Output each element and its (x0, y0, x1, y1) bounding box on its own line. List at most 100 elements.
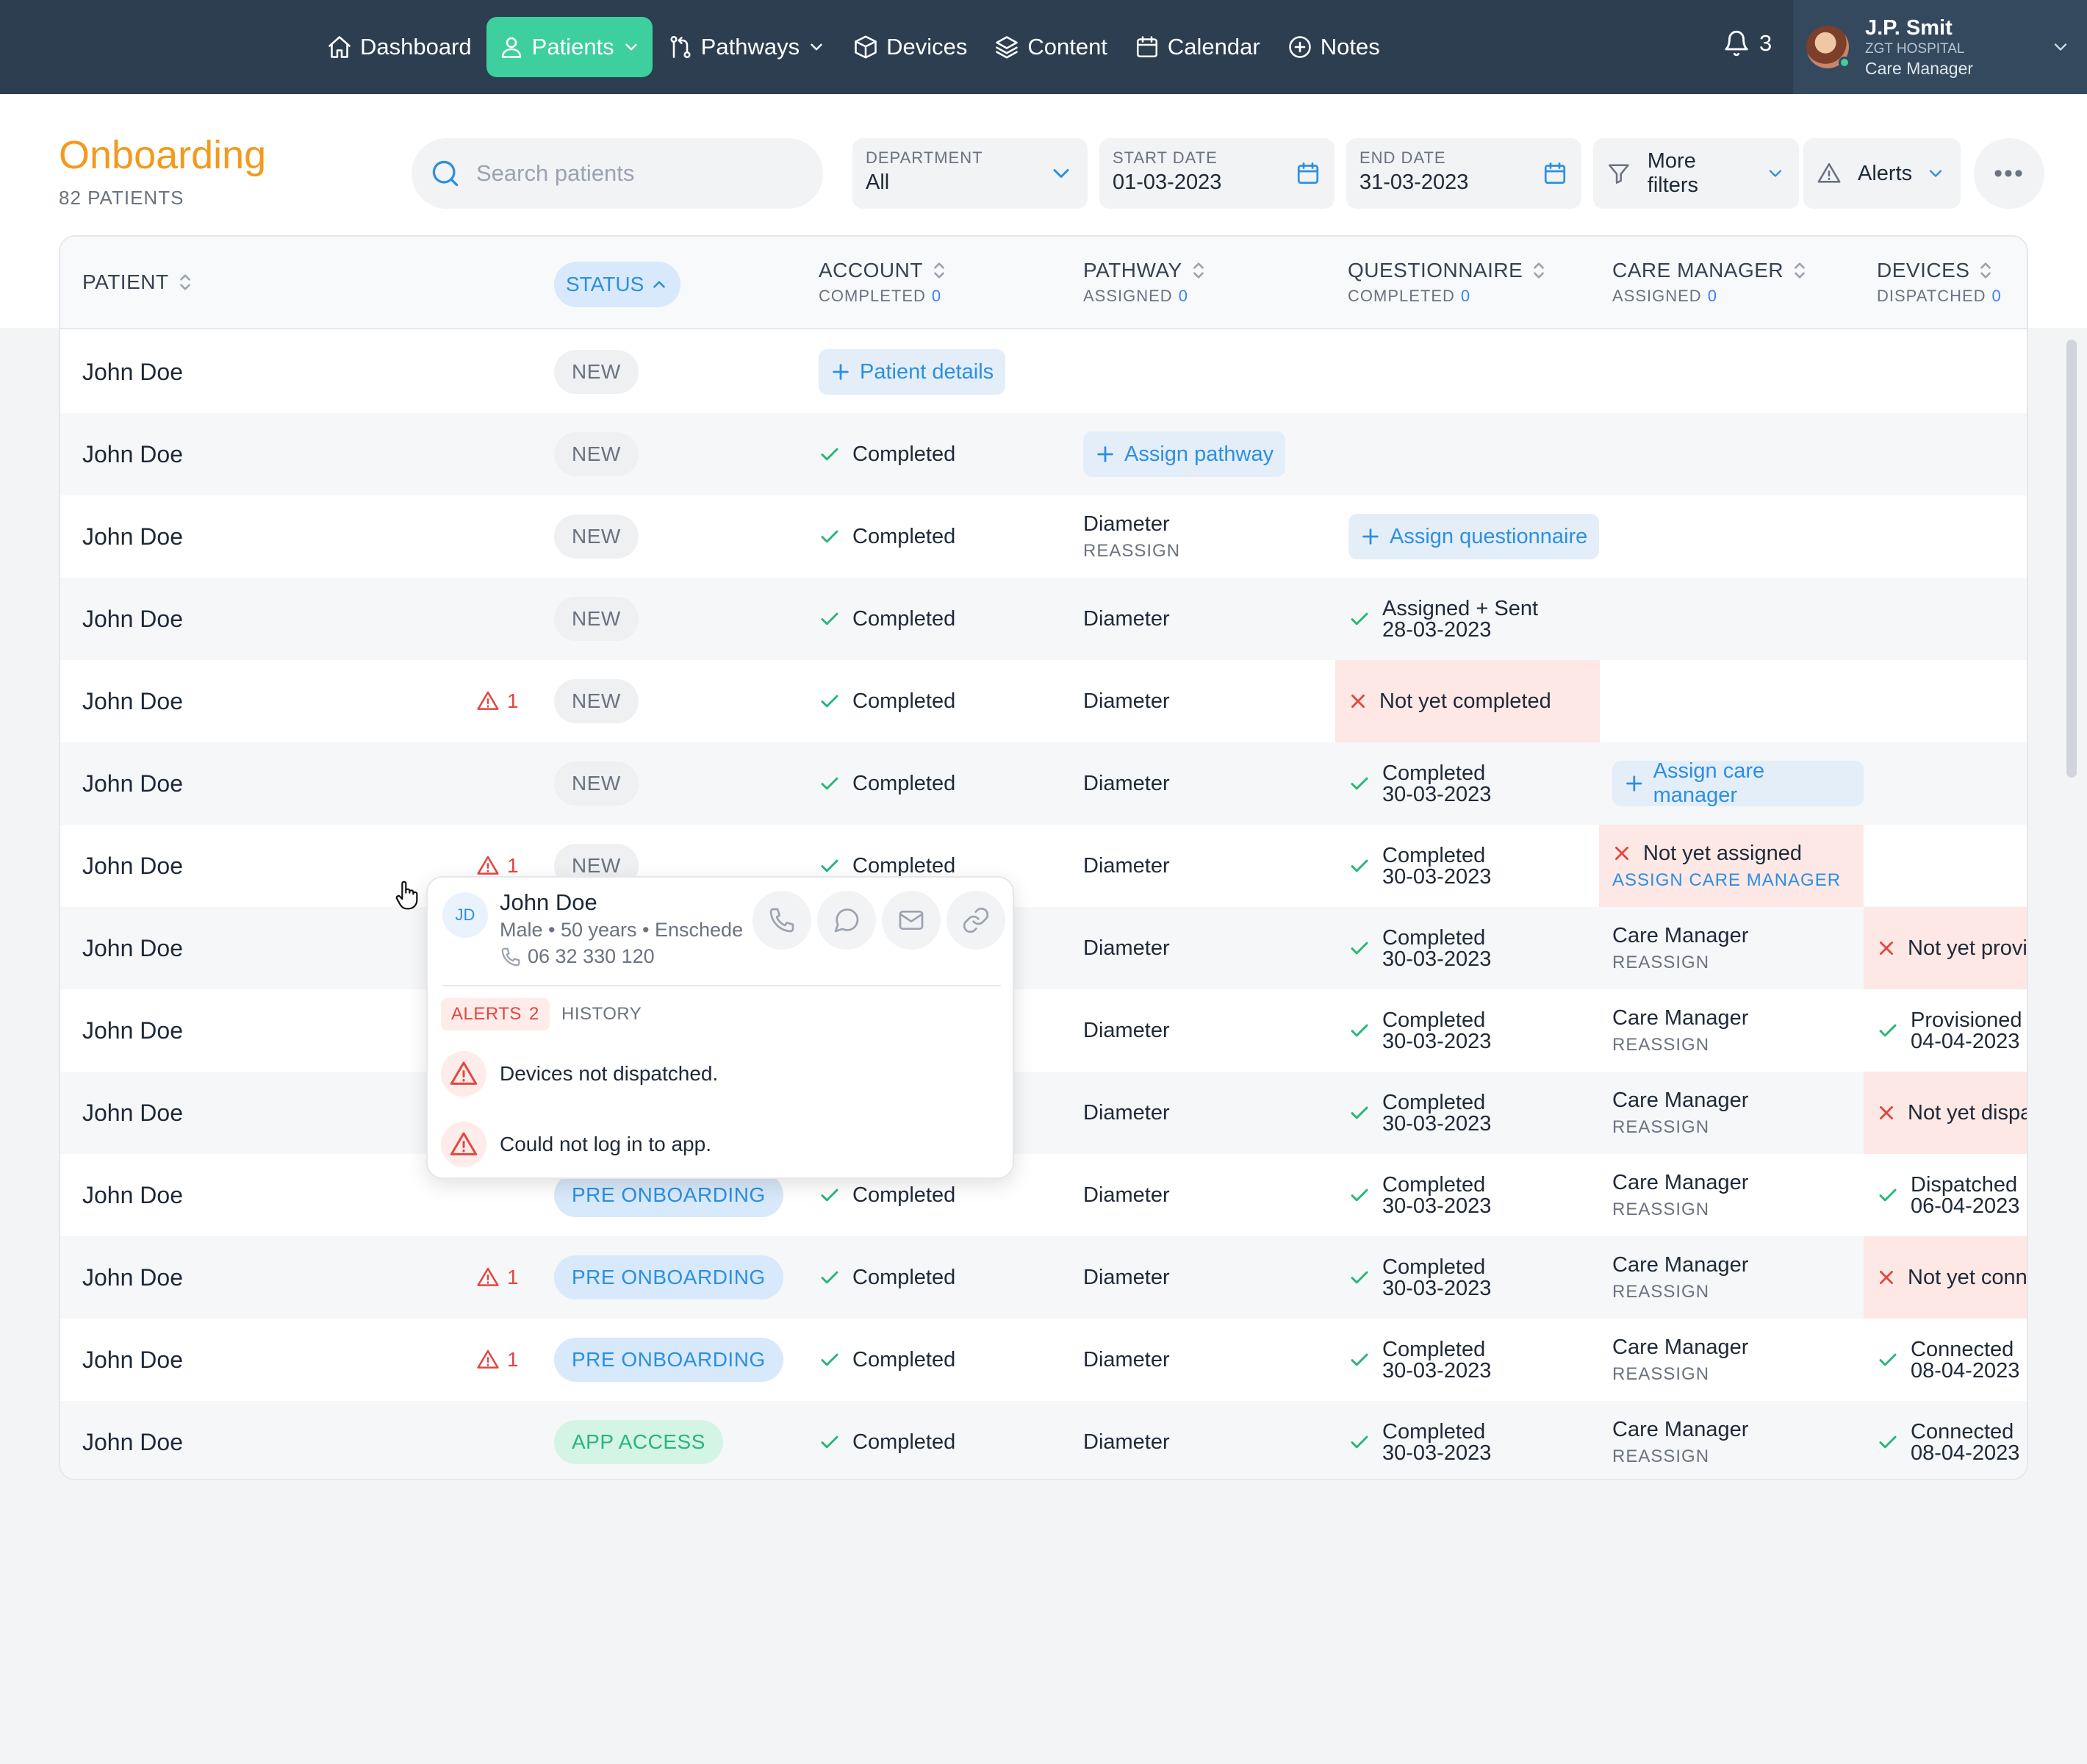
scrollbar[interactable] (2066, 340, 2077, 778)
pathway-cell: Diameter (1083, 825, 1170, 907)
table-row[interactable]: John Doe NEW Completed Diameter REASSIGN Assi… (60, 495, 2027, 578)
care-manager-action-button[interactable]: Assign care manager (1612, 759, 1864, 807)
notifications[interactable]: 3 (1723, 29, 1772, 57)
account-value: Completed (852, 771, 956, 795)
more-options-button[interactable]: ••• (1974, 138, 2044, 209)
care-manager-reassign-link[interactable]: REASSIGN (1612, 1446, 1710, 1466)
start-date-field[interactable]: START DATE 01-03-2023 (1099, 138, 1335, 209)
link-button[interactable] (946, 891, 1005, 950)
patient-name[interactable]: John Doe (82, 770, 183, 797)
sort-icon (1193, 262, 1204, 279)
column-account[interactable]: ACCOUNT COMPLETED 0 (819, 259, 946, 306)
nav-item-dashboard[interactable]: Dashboard (315, 17, 484, 77)
end-date-field[interactable]: END DATE 31-03-2023 (1346, 138, 1581, 209)
column-status[interactable]: STATUS (554, 262, 681, 307)
account-cell: Completed (819, 742, 955, 825)
pathway-cell: Assign pathway (1083, 413, 1286, 495)
pathway-reassign-link[interactable]: REASSIGN (1083, 540, 1181, 561)
call-button[interactable] (752, 891, 811, 950)
patient-name[interactable]: John Doe (82, 605, 183, 632)
status-badge: NEW (554, 413, 639, 495)
column-account-label: ACCOUNT (819, 259, 923, 282)
patient-name[interactable]: John Doe (82, 440, 183, 467)
status-label: NEW (554, 350, 639, 394)
more-filters-button[interactable]: More filters (1593, 138, 1799, 209)
table-row[interactable]: John Doe NEW Completed Assign pathway (60, 413, 2027, 495)
care-manager-reassign-link[interactable]: REASSIGN (1612, 1281, 1710, 1302)
message-button[interactable] (817, 891, 876, 950)
patient-name[interactable]: John Doe (82, 523, 183, 550)
table-row[interactable]: John Doe APP ACCESS Completed Diameter Compl… (60, 1401, 2027, 1479)
table-row[interactable]: John Doe Diameter Completed 30-03-2023 Care … (60, 1072, 2027, 1154)
patient-name[interactable]: John Doe (82, 1428, 183, 1455)
alerts-filter-button[interactable]: Alerts (1803, 138, 1961, 209)
patient-name[interactable]: John Doe (82, 852, 183, 879)
patient-name[interactable]: John Doe (82, 1346, 183, 1373)
warning-icon (450, 1061, 478, 1085)
table-row[interactable]: John Doe NEW Patient details (60, 331, 2027, 413)
care-manager-reassign-link[interactable]: REASSIGN (1612, 1363, 1710, 1384)
account-action-button[interactable]: Patient details (819, 349, 1006, 395)
questionnaire-cell: Completed 30-03-2023 (1335, 1319, 1600, 1401)
table-row[interactable]: John Doe 1 NEW Completed Diameter Not yet com… (60, 660, 2027, 742)
pathway-action-button[interactable]: Assign pathway (1083, 431, 1286, 477)
patient-name[interactable]: John Doe (82, 358, 183, 385)
column-care-manager[interactable]: CARE MANAGER ASSIGNED 0 (1612, 259, 1807, 306)
questionnaire-action-button[interactable]: Assign questionnaire (1348, 514, 1600, 559)
column-patient[interactable]: PATIENT (82, 270, 193, 294)
nav-item-patients[interactable]: Patients (486, 17, 653, 77)
bell-icon (1725, 30, 1748, 57)
row-alert[interactable]: 1 (476, 1236, 519, 1319)
care-manager-reassign-link[interactable]: REASSIGN (1612, 952, 1710, 972)
care-manager-value: Care Manager (1612, 1170, 1749, 1194)
care-manager-assign-link[interactable]: ASSIGN CARE MANAGER (1612, 870, 1842, 890)
care-manager-reassign-link[interactable]: REASSIGN (1612, 1116, 1710, 1137)
table-row[interactable]: John Doe NEW Completed Diameter Completed 30-… (60, 742, 2027, 825)
table-row[interactable]: John Doe 1 NEW Completed Diameter Completed 30… (60, 825, 2027, 907)
care-manager-reassign-link[interactable]: REASSIGN (1612, 1034, 1710, 1055)
status-badge: APP ACCESS (554, 1401, 723, 1479)
table-row[interactable]: John Doe NEW Completed Diameter Assigned + S… (60, 578, 2027, 660)
filter-icon (1608, 164, 1629, 184)
column-devices[interactable]: DEVICES DISPATCHED 0 (1877, 259, 2002, 306)
devices-value: Not yet provis (1908, 936, 2028, 960)
patient-name[interactable]: John Doe (82, 687, 183, 714)
row-alert[interactable]: 1 (476, 825, 519, 907)
nav-item-calendar[interactable]: Calendar (1122, 17, 1272, 77)
nav-item-pathways[interactable]: Pathways (655, 17, 838, 77)
patient-name[interactable]: John Doe (82, 1099, 183, 1126)
warning-icon (1817, 162, 1841, 183)
table-row[interactable]: John Doe 1 PRE ONBOARDING Completed Diameter… (60, 1319, 2027, 1401)
sort-icon (1534, 262, 1545, 279)
nav-item-content[interactable]: Content (982, 17, 1119, 77)
table-header: PATIENT STATUS ACCOUNT COMPLETED 0 PATHWA… (60, 237, 2027, 329)
email-button[interactable] (882, 891, 941, 950)
nav-item-notes[interactable]: Notes (1275, 17, 1392, 77)
patient-name[interactable]: John Doe (82, 1181, 183, 1208)
table-row[interactable]: John Doe Diameter Completed 30-03-2023 Care … (60, 989, 2027, 1072)
popover-actions (747, 891, 1005, 950)
alert-count: 1 (507, 689, 519, 712)
patient-name[interactable]: John Doe (82, 1263, 183, 1291)
alert-count: 1 (507, 1266, 519, 1288)
user-role: Care Manager (1865, 59, 1974, 78)
column-questionnaire[interactable]: QUESTIONNAIRE COMPLETED 0 (1348, 259, 1546, 306)
table-row[interactable]: John Doe 1 PRE ONBOARDING Completed Diameter… (60, 1236, 2027, 1319)
search-input[interactable]: Search patients (412, 138, 823, 209)
pathway-cell: Diameter (1083, 1319, 1170, 1401)
account-cell: Completed (819, 578, 955, 660)
tab-alerts[interactable]: ALERTS 2 (441, 998, 550, 1030)
department-select[interactable]: DEPARTMENT All (852, 138, 1088, 209)
account-value: Completed (852, 1183, 956, 1207)
user-menu[interactable]: J.P. Smit ZGT HOSPITAL Care Manager (1793, 0, 2087, 94)
row-alert[interactable]: 1 (476, 660, 519, 742)
row-alert[interactable]: 1 (476, 1319, 519, 1401)
patient-name[interactable]: John Doe (82, 1017, 183, 1044)
patient-name[interactable]: John Doe (82, 934, 183, 961)
tab-history[interactable]: HISTORY (561, 998, 642, 1030)
nav-item-devices[interactable]: Devices (841, 17, 979, 77)
table-row[interactable]: John Doe Diameter Completed 30-03-2023 Care … (60, 907, 2027, 989)
column-pathway[interactable]: PATHWAY ASSIGNED 0 (1083, 259, 1206, 306)
table-row[interactable]: John Doe PRE ONBOARDING Completed Diameter C… (60, 1154, 2027, 1236)
care-manager-reassign-link[interactable]: REASSIGN (1612, 1199, 1710, 1219)
